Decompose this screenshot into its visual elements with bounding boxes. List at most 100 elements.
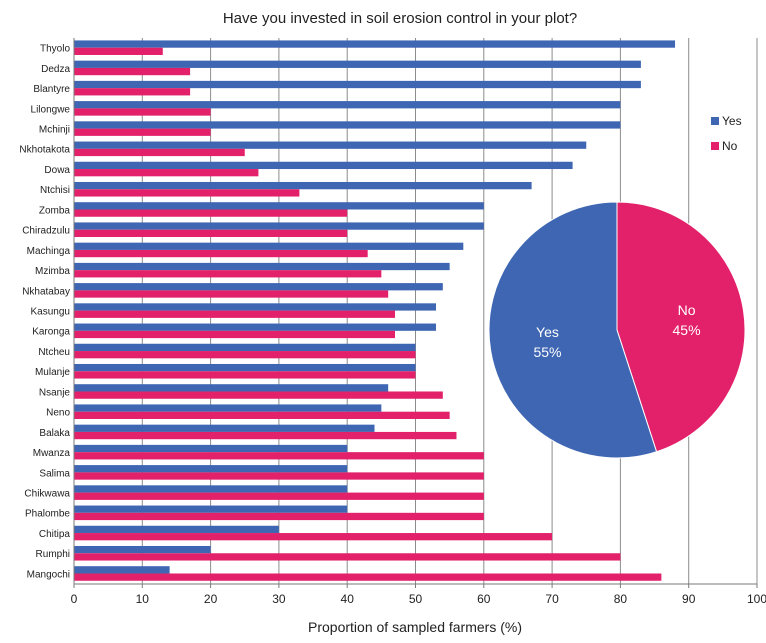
bar-yes-nkhotakota bbox=[74, 141, 587, 149]
bar-yes-dowa bbox=[74, 161, 573, 170]
legend-label-no: No bbox=[722, 139, 738, 153]
y-tick-label: Mchinji bbox=[39, 125, 70, 136]
bar-no-nkhotakota bbox=[74, 148, 245, 157]
bar-no-mzimba bbox=[74, 270, 382, 278]
bar-yes-chiradzulu bbox=[74, 222, 484, 230]
bar-yes-chitipa bbox=[74, 525, 279, 534]
bar-yes-neno bbox=[74, 404, 382, 412]
legend-swatch-yes bbox=[711, 117, 719, 125]
y-tick-label: Thyolo bbox=[40, 44, 70, 55]
bar-series bbox=[74, 40, 676, 581]
bar-no-nsanje bbox=[74, 391, 443, 399]
y-tick-label: Nsanje bbox=[39, 387, 71, 398]
bar-no-zomba bbox=[74, 209, 348, 217]
y-tick-label: Mangochi bbox=[27, 569, 70, 580]
x-tick-label: 0 bbox=[71, 592, 78, 606]
bar-yes-kasungu bbox=[74, 303, 436, 311]
y-tick-label: Chiradzulu bbox=[22, 226, 70, 237]
y-tick-label: Dedza bbox=[41, 64, 70, 75]
x-tick-label: 20 bbox=[204, 592, 218, 606]
x-tick-label: 70 bbox=[545, 592, 559, 606]
bar-no-ntchisi bbox=[74, 189, 300, 197]
bar-yes-ntchisi bbox=[74, 181, 532, 190]
bar-no-balaka bbox=[74, 431, 457, 440]
bar-no-mulanje bbox=[74, 371, 416, 379]
y-tick-label: Ntchisi bbox=[40, 185, 70, 196]
y-tick-label: Blantyre bbox=[33, 84, 70, 95]
legend: Yes No bbox=[711, 114, 742, 153]
bar-no-dedza bbox=[74, 67, 191, 76]
pie-value-yes: 55% bbox=[533, 344, 561, 360]
y-tick-label: Kasungu bbox=[31, 307, 70, 318]
bar-no-thyolo bbox=[74, 47, 163, 55]
y-tick-label: Karonga bbox=[32, 327, 70, 338]
bar-yes-zomba bbox=[74, 202, 484, 210]
y-tick-label: Rumphi bbox=[36, 549, 70, 560]
chart-title: Have you invested in soil erosion contro… bbox=[223, 10, 577, 27]
y-tick-label: Nkhotakota bbox=[19, 145, 70, 156]
bar-no-blantyre bbox=[74, 88, 191, 96]
x-tick-label: 40 bbox=[341, 592, 355, 606]
bar-yes-blantyre bbox=[74, 80, 641, 89]
y-tick-label: Nkhatabay bbox=[22, 286, 70, 297]
bar-yes-phalombe bbox=[74, 505, 348, 513]
y-tick-label: Neno bbox=[46, 408, 70, 419]
x-tick-label: 80 bbox=[614, 592, 628, 606]
bar-yes-salima bbox=[74, 465, 348, 473]
bar-yes-rumphi bbox=[74, 545, 211, 554]
legend-swatch-no bbox=[711, 142, 719, 150]
bar-no-nkhatabay bbox=[74, 290, 389, 298]
pie-chart: No 45% Yes 55% bbox=[488, 201, 746, 459]
bar-no-kasungu bbox=[74, 310, 396, 318]
bar-yes-machinga bbox=[74, 242, 464, 250]
pie-label-no: No bbox=[678, 302, 696, 318]
pie-slice-no bbox=[616, 201, 746, 453]
x-tick-label: 30 bbox=[272, 592, 286, 606]
legend-label-yes: Yes bbox=[722, 114, 742, 128]
bar-yes-dedza bbox=[74, 60, 641, 68]
bar-no-mchinji bbox=[74, 128, 211, 136]
x-tick-label: 60 bbox=[477, 592, 491, 606]
y-tick-label: Mwanza bbox=[33, 448, 71, 459]
bar-no-rumphi bbox=[74, 553, 621, 561]
bar-yes-karonga bbox=[74, 323, 436, 331]
bar-yes-thyolo bbox=[74, 40, 676, 48]
bar-no-chikwawa bbox=[74, 492, 484, 500]
bar-yes-mzimba bbox=[74, 262, 450, 271]
bar-no-phalombe bbox=[74, 512, 484, 521]
bar-no-machinga bbox=[74, 249, 368, 258]
bar-yes-lilongwe bbox=[74, 101, 621, 109]
y-tick-label: Phalombe bbox=[25, 509, 70, 520]
x-tick-label: 10 bbox=[136, 592, 150, 606]
bar-no-salima bbox=[74, 472, 484, 480]
y-tick-label: Machinga bbox=[27, 246, 71, 257]
bar-yes-mangochi bbox=[74, 566, 170, 574]
bar-no-ntcheu bbox=[74, 351, 416, 359]
y-tick-label: Salima bbox=[39, 468, 70, 479]
y-tick-label: Zomba bbox=[39, 205, 71, 216]
bar-no-mwanza bbox=[74, 452, 484, 460]
y-tick-label: Mzimba bbox=[35, 266, 70, 277]
bar-yes-mwanza bbox=[74, 444, 348, 453]
y-tick-label: Balaka bbox=[39, 428, 70, 439]
y-tick-label: Dowa bbox=[44, 165, 70, 176]
bar-yes-nsanje bbox=[74, 384, 389, 392]
pie-slice-yes bbox=[488, 201, 658, 459]
y-tick-label: Chikwawa bbox=[24, 489, 70, 500]
y-tick-label: Lilongwe bbox=[31, 104, 71, 115]
bar-yes-nkhatabay bbox=[74, 283, 443, 291]
bar-yes-chikwawa bbox=[74, 485, 348, 493]
bar-no-lilongwe bbox=[74, 108, 211, 116]
pie-label-yes: Yes bbox=[536, 324, 559, 340]
x-tick-label: 100 bbox=[747, 592, 766, 606]
bar-no-dowa bbox=[74, 169, 259, 177]
axes: Thyolo Dedza Blantyre Lilongwe Mchinji Nkhota… bbox=[19, 38, 766, 606]
bar-no-chitipa bbox=[74, 533, 553, 541]
bar-no-karonga bbox=[74, 330, 396, 339]
bar-yes-mulanje bbox=[74, 363, 416, 372]
bar-no-chiradzulu bbox=[74, 229, 348, 237]
bar-no-neno bbox=[74, 411, 450, 419]
bar-no-mangochi bbox=[74, 573, 662, 581]
